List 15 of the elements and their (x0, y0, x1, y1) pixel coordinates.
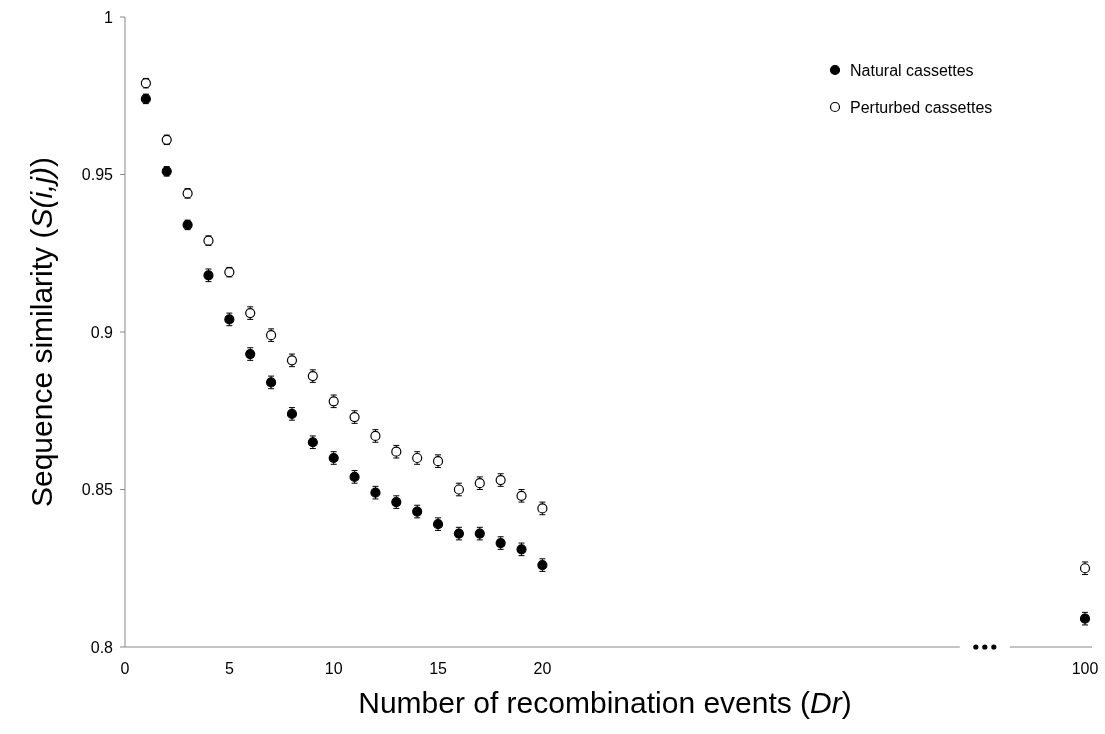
x-tick-label: 20 (533, 660, 552, 677)
y-tick-label: 0.95 (81, 166, 114, 184)
x-tick-label: 5 (224, 660, 234, 677)
x-tick-label: 0 (120, 660, 130, 677)
y-axis-title: Sequence similarity (S(i,j)) (25, 156, 58, 508)
y-tick-label: 0.85 (81, 481, 114, 499)
x-tick-label: 100 (1071, 660, 1099, 677)
x-tick-label: 15 (429, 660, 448, 677)
x-tick-label: 10 (324, 660, 343, 677)
legend-label: Perturbed cassettes (850, 98, 993, 116)
x-axis-title: Number of recombination events (Dr) (358, 686, 852, 719)
legend-label: Natural cassettes (850, 61, 974, 79)
y-tick-label: 0.8 (90, 638, 114, 656)
y-tick-label: 1 (104, 8, 114, 26)
y-tick-label: 0.9 (90, 323, 114, 341)
